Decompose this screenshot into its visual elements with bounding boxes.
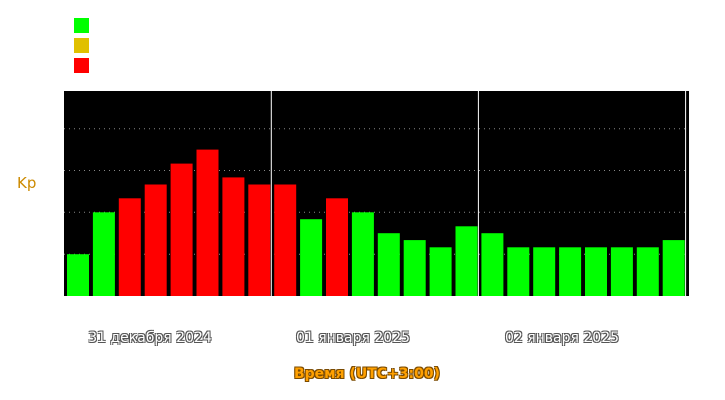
day-dividers <box>270 91 687 296</box>
grid <box>64 128 689 255</box>
kp-bar <box>351 212 374 296</box>
kp-bar <box>67 254 89 296</box>
kp-bar <box>481 233 504 296</box>
kp-bar <box>377 233 400 296</box>
plot-area <box>64 91 689 296</box>
kp-bar <box>662 240 685 296</box>
x-day-label-1: 31 декабря 2024 <box>88 330 212 346</box>
y-axis-label: Kp <box>17 174 37 192</box>
kp-bar <box>170 163 193 296</box>
kp-bar <box>248 184 271 296</box>
kp-bar <box>300 219 323 296</box>
kp-bar <box>610 247 633 296</box>
bars <box>67 149 685 296</box>
kp-bar <box>585 247 607 296</box>
x-axis-label: Время (UTC+3:00) <box>293 366 441 382</box>
kp-bar <box>196 149 219 296</box>
kp-bar <box>326 198 348 296</box>
kp-bar <box>533 247 556 296</box>
kp-bar <box>559 247 582 296</box>
kp-bar <box>118 198 141 296</box>
kp-bar <box>429 247 452 296</box>
kp-bar <box>92 212 115 296</box>
legend-swatch-low <box>74 18 89 33</box>
x-day-label-3: 02 января 2025 <box>504 330 620 346</box>
kp-bar <box>455 226 478 296</box>
legend-swatch-mid <box>74 38 89 53</box>
kp-bar <box>507 247 530 296</box>
kp-bar <box>403 240 426 296</box>
kp-bar <box>636 247 659 296</box>
x-day-label-2: 01 января 2025 <box>295 330 411 346</box>
kp-bar <box>274 184 297 296</box>
kp-bar <box>144 184 167 296</box>
kp-bar <box>222 177 245 296</box>
legend-swatch-high <box>74 58 89 73</box>
